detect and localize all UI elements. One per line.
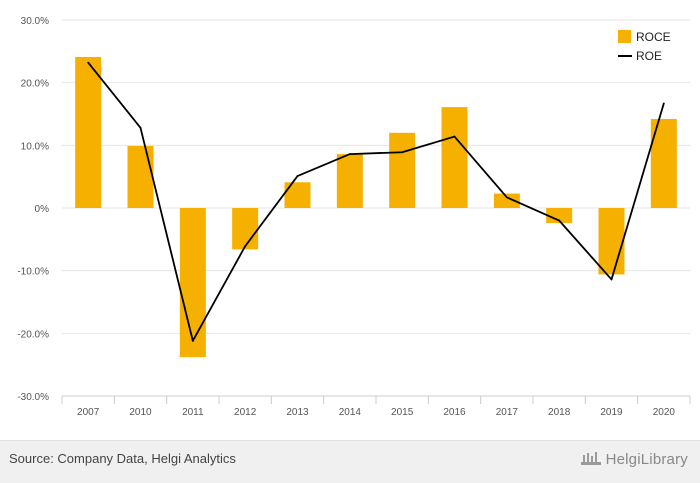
roce-bar bbox=[127, 145, 154, 208]
roe-point bbox=[401, 151, 404, 154]
roce-bar bbox=[493, 193, 520, 208]
legend-roce-label: ROCE bbox=[636, 30, 671, 44]
roe-point bbox=[87, 61, 90, 64]
x-tick-label: 2012 bbox=[234, 407, 257, 418]
x-tick-label: 2017 bbox=[496, 407, 519, 418]
chart-svg: 30.0% 20.0% 10.0% 0% -10.0% -20.0% -30.0% 2007 2… bbox=[17, 16, 691, 418]
legend-roe-label: ROE bbox=[636, 49, 662, 63]
x-tick-label: 2019 bbox=[600, 407, 623, 418]
x-tick-label: 2018 bbox=[548, 407, 571, 418]
roce-bar bbox=[284, 182, 311, 208]
roe-point bbox=[558, 219, 561, 222]
roe-line bbox=[87, 62, 665, 342]
source-text: Source: Company Data, Helgi Analytics bbox=[9, 451, 236, 466]
roe-point bbox=[244, 245, 247, 248]
roe-point bbox=[191, 339, 194, 342]
y-tick-label: -20.0% bbox=[17, 329, 49, 340]
roe-point bbox=[610, 278, 613, 281]
brand-name: HelgiLibrary bbox=[605, 450, 688, 468]
x-tick-label: 2010 bbox=[129, 407, 152, 418]
roce-bar bbox=[546, 208, 573, 224]
roce-bar bbox=[75, 56, 102, 209]
x-tick-label: 2011 bbox=[182, 407, 204, 418]
roce-bar bbox=[598, 208, 625, 275]
library-icon bbox=[580, 452, 601, 465]
footer: Source: Company Data, Helgi Analytics He… bbox=[0, 440, 700, 483]
roce-bar bbox=[336, 154, 363, 208]
roe-point bbox=[139, 126, 142, 129]
x-tick-label: 2016 bbox=[443, 407, 466, 418]
y-tick-label: 30.0% bbox=[21, 16, 49, 27]
roce-bar bbox=[389, 132, 416, 208]
x-tick-label: 2015 bbox=[391, 407, 414, 418]
x-tick-label: 2007 bbox=[77, 407, 100, 418]
x-tick-label: 2013 bbox=[286, 407, 309, 418]
y-tick-label: 10.0% bbox=[21, 141, 49, 152]
roe-point bbox=[453, 135, 456, 138]
roe-point bbox=[505, 196, 508, 199]
roce-bar bbox=[179, 208, 206, 358]
y-tick-label: 20.0% bbox=[21, 79, 49, 90]
y-tick-label: -30.0% bbox=[17, 392, 49, 403]
y-tick-label: -10.0% bbox=[17, 267, 49, 278]
brand-logo[interactable]: HelgiLibrary bbox=[580, 450, 688, 468]
roe-point bbox=[296, 175, 299, 177]
roe-point bbox=[348, 153, 351, 156]
y-tick-label: 0% bbox=[35, 204, 50, 215]
x-tick-label: 2020 bbox=[653, 407, 676, 418]
legend-roce-swatch bbox=[618, 30, 631, 43]
roce-bar bbox=[441, 107, 468, 208]
x-tick-label: 2014 bbox=[339, 407, 362, 418]
roe-point bbox=[662, 102, 665, 105]
roce-bar bbox=[232, 208, 259, 250]
